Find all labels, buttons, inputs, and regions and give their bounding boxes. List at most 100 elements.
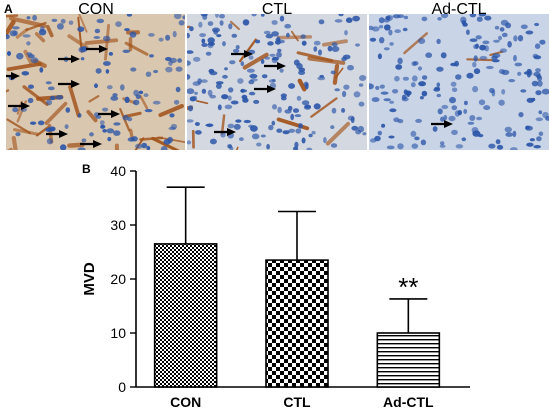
cell-nucleus [130,32,137,38]
cell-nucleus [456,144,464,148]
cell-nucleus [520,89,526,92]
cell-nucleus [472,62,476,68]
cell-nucleus [412,61,417,66]
cell-nucleus [45,128,52,132]
cell-nucleus [421,140,426,146]
cell-nucleus [78,113,82,118]
cell-nucleus [89,132,94,136]
cell-nucleus [199,33,206,37]
cell-nucleus [388,136,394,139]
cell-nucleus [221,94,228,99]
cell-nucleus [112,93,117,97]
cell-nucleus [205,124,213,127]
bar-ad-ctl [377,333,439,387]
cell-nucleus [77,26,84,32]
cell-nucleus [294,60,300,66]
cell-nucleus [433,88,440,92]
cell-nucleus [475,44,479,49]
cell-nucleus [227,144,232,148]
cell-nucleus [28,85,34,89]
cell-nucleus [452,105,458,110]
cell-nucleus [496,139,501,144]
cell-nucleus [281,93,287,97]
cell-nucleus [234,124,241,130]
cell-nucleus [302,138,306,144]
cell-nucleus [107,128,115,133]
cell-nucleus [539,110,543,114]
cell-nucleus [484,45,489,51]
cell-nucleus [149,54,154,57]
cell-nucleus [412,143,419,148]
cell-nucleus [478,134,483,137]
cell-nucleus [120,84,125,90]
x-tick-label: CON [170,394,201,410]
cell-nucleus [50,96,56,100]
cell-nucleus [375,86,379,90]
cell-nucleus [436,39,440,44]
cell-nucleus [201,39,205,44]
cell-nucleus [266,34,273,39]
cell-nucleus [515,63,523,67]
cell-nucleus [249,92,255,96]
cell-nucleus [218,104,222,110]
cell-nucleus [268,125,273,130]
cell-nucleus [133,100,139,106]
cell-nucleus [249,55,254,60]
cell-nucleus [127,117,132,121]
cell-nucleus [436,67,443,72]
y-tick-label: 10 [110,325,126,341]
cell-nucleus [521,25,528,30]
cell-nucleus [102,108,108,112]
significance-annotation: ** [398,272,418,302]
cell-nucleus [301,34,306,39]
cell-nucleus [179,20,185,25]
cell-nucleus [109,52,113,56]
cell-nucleus [202,89,206,94]
cell-nucleus [397,58,402,65]
cell-nucleus [394,29,401,33]
cell-nucleus [425,52,432,58]
cell-nucleus [319,19,325,24]
cell-nucleus [194,92,198,95]
cell-nucleus [411,131,417,137]
cell-nucleus [500,48,507,52]
cell-nucleus [153,70,158,73]
cell-nucleus [532,81,539,87]
cell-nucleus [527,98,535,103]
cell-nucleus [69,21,74,25]
cell-nucleus [100,120,105,125]
cell-nucleus [168,60,173,65]
cell-nucleus [476,35,482,39]
cell-nucleus [66,107,71,113]
x-tick-label: CTL [283,394,311,410]
cell-nucleus [22,71,30,75]
cell-nucleus [248,125,253,128]
cell-nucleus [164,139,171,145]
cell-nucleus [335,19,343,23]
cell-nucleus [110,96,118,101]
cell-nucleus [497,145,503,150]
cell-nucleus [144,93,149,97]
cell-nucleus [276,38,281,41]
cell-nucleus [482,41,489,45]
cell-nucleus [208,21,214,26]
cell-nucleus [23,34,31,37]
cell-nucleus [123,50,131,53]
cell-nucleus [135,144,142,149]
cell-nucleus [237,78,243,84]
cell-nucleus [397,143,403,149]
cell-nucleus [404,89,408,94]
cell-nucleus [93,36,100,39]
cell-nucleus [518,35,523,41]
cell-nucleus [462,137,467,141]
cell-nucleus [466,29,470,35]
cell-nucleus [173,31,177,37]
cell-nucleus [372,97,380,102]
cell-nucleus [224,67,228,70]
cell-nucleus [389,42,393,46]
cell-nucleus [57,23,64,30]
cell-nucleus [195,130,202,135]
cell-nucleus [501,89,505,95]
cell-nucleus [469,115,475,121]
cell-nucleus [441,105,448,109]
